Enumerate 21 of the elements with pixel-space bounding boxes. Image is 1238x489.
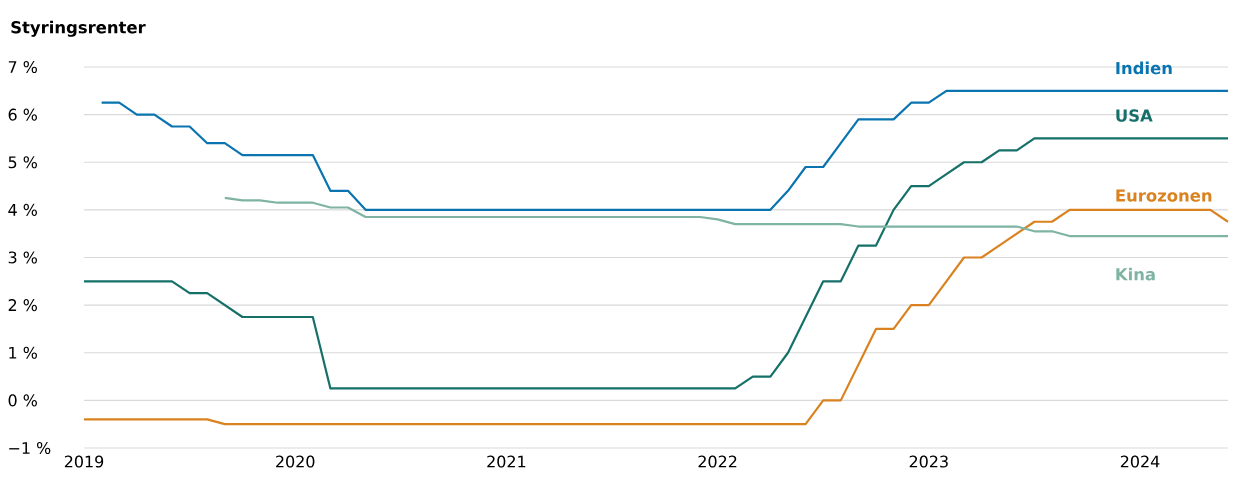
line-series <box>100 89 1230 211</box>
x-tick-label: 2021 <box>487 455 526 468</box>
series-label: Kina <box>1116 267 1155 281</box>
y-tick-label: 4 % <box>8 203 37 216</box>
y-tick-label: 5 % <box>8 156 37 169</box>
x-tick-label: 2020 <box>276 455 315 468</box>
y-tick-label: 7 % <box>8 60 37 74</box>
y-tick-label: −1 % <box>9 441 51 455</box>
y-tick-label: 6 % <box>8 108 37 121</box>
y-tick-label: 1 % <box>9 346 37 359</box>
series-label: Indien <box>1116 61 1172 75</box>
chart-title: Styringsrenter <box>11 20 146 37</box>
x-tick-label: 2024 <box>1120 455 1160 468</box>
x-tick-label: 2022 <box>698 455 737 468</box>
x-tick-label: 2019 <box>64 455 104 468</box>
y-tick-label: 3 % <box>8 251 37 264</box>
y-tick-label: 0 % <box>8 394 37 407</box>
series-label: USA <box>1116 109 1153 122</box>
x-tick-label: 2023 <box>909 455 948 468</box>
series-label: Eurozonen <box>1116 189 1212 202</box>
y-tick-label: 2 % <box>8 299 37 312</box>
